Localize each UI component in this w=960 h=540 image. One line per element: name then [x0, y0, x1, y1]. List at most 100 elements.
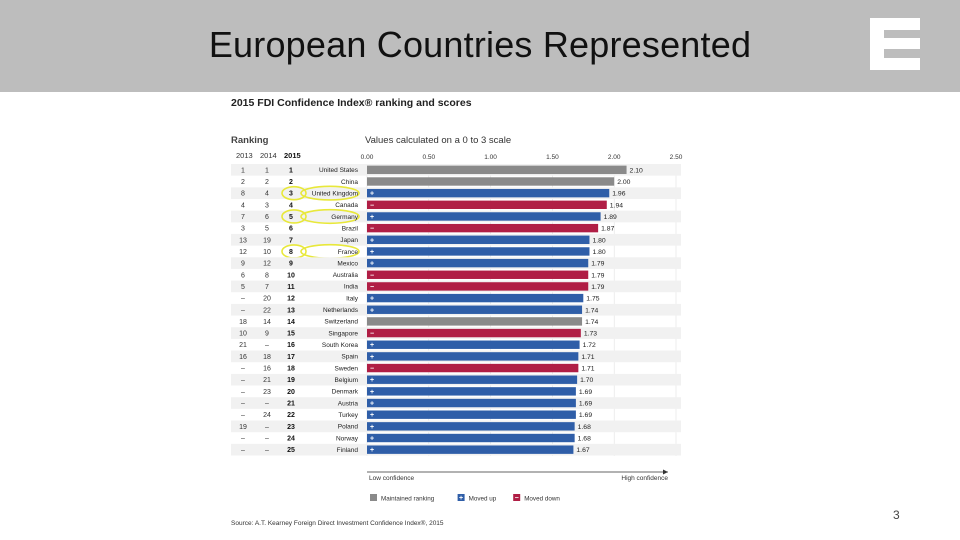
value-label: 1.87: [601, 226, 614, 233]
rank-2014: 4: [265, 191, 269, 198]
chart-legend: Maintained ranking + Moved up − Moved down: [370, 494, 560, 503]
rank-2014: 21: [263, 377, 271, 384]
country-label: Norway: [336, 435, 359, 442]
value-label: 1.74: [585, 307, 598, 314]
scale-subtitle: Values calculated on a 0 to 3 scale: [365, 135, 511, 146]
country-label: United States: [319, 167, 359, 174]
e-logo-icon: [870, 18, 920, 70]
rank-2014: –: [265, 447, 269, 454]
rank-2015: 5: [289, 214, 293, 221]
low-confidence-label: Low confidence: [369, 475, 415, 482]
country-label: Belgium: [335, 377, 358, 384]
value-label: 1.71: [581, 366, 594, 373]
value-label: 2.00: [617, 179, 630, 186]
value-label: 1.69: [579, 389, 592, 396]
rank-2013: 2: [241, 179, 245, 186]
rank-2014: 9: [265, 331, 269, 338]
rank-2015: 24: [287, 436, 295, 443]
status-symbol: +: [370, 424, 374, 431]
rank-2013: –: [241, 296, 245, 303]
rank-2014: –: [265, 424, 269, 431]
score-bar: [367, 433, 575, 443]
country-label: China: [341, 179, 358, 186]
rank-2013: 19: [239, 424, 247, 431]
country-label: United Kingdom: [312, 190, 358, 197]
value-label: 1.68: [578, 424, 591, 431]
country-label: Spain: [341, 354, 358, 361]
value-label: 1.89: [604, 214, 617, 221]
status-symbol: +: [370, 342, 374, 349]
value-label: 1.96: [612, 191, 625, 198]
rank-2013: 18: [239, 319, 247, 326]
status-symbol: +: [370, 447, 374, 454]
value-label: 1.94: [610, 202, 623, 209]
score-bar: [367, 235, 590, 244]
rank-2015: 19: [287, 377, 295, 384]
legend-symbol: −: [515, 495, 519, 502]
year-header-2014: 2014: [260, 151, 277, 160]
chart-title: 2015 FDI Confidence Index® ranking and s…: [231, 97, 472, 109]
value-label: 1.67: [576, 447, 589, 454]
rank-2014: 22: [263, 307, 271, 314]
rank-2013: –: [241, 366, 245, 373]
country-label: France: [338, 249, 359, 256]
rank-2014: 24: [263, 412, 271, 419]
country-label: Sweden: [335, 365, 359, 372]
value-label: 1.79: [591, 261, 604, 268]
rank-2015: 14: [287, 319, 295, 326]
country-label: Mexico: [337, 260, 358, 267]
value-label: 1.69: [579, 401, 592, 408]
confidence-arrow-icon: [663, 469, 668, 475]
rank-highlight-circle: [281, 185, 307, 201]
rank-2015: 11: [287, 284, 295, 291]
country-highlight-circle: [300, 208, 360, 225]
slide-number: 3: [893, 508, 900, 522]
country-label: Singapore: [328, 330, 358, 337]
value-label: 1.79: [591, 272, 604, 279]
rank-2014: 8: [265, 272, 269, 279]
status-symbol: −: [370, 366, 374, 373]
status-symbol: −: [370, 226, 374, 233]
status-symbol: +: [370, 412, 374, 419]
rank-2014: 23: [263, 389, 271, 396]
value-label: 1.80: [592, 249, 605, 256]
status-symbol: −: [370, 202, 374, 209]
country-label: Turkey: [338, 412, 358, 419]
score-bar: [367, 258, 589, 268]
rank-2014: 10: [263, 249, 271, 256]
rank-2013: –: [241, 436, 245, 443]
rank-2013: 16: [239, 354, 247, 361]
rank-2013: 21: [239, 342, 247, 349]
legend-label: Moved down: [524, 496, 560, 503]
rank-2014: 7: [265, 284, 269, 291]
year-header-2015: 2015: [284, 151, 301, 160]
rank-2014: 20: [263, 296, 271, 303]
rank-2013: 6: [241, 272, 245, 279]
chart-rows: 1 1 1 United States 2.102 2 2 China 2.008 4 3 Unite…: [231, 164, 681, 456]
status-symbol: +: [370, 389, 374, 396]
x-tick-label: 0.50: [422, 154, 435, 161]
status-symbol: +: [370, 436, 374, 443]
value-label: 1.80: [592, 237, 605, 244]
legend-swatch: [513, 494, 521, 501]
score-bar: [367, 317, 583, 326]
score-bar: [367, 200, 607, 210]
rank-2013: 1: [241, 167, 245, 174]
score-bar: [367, 375, 578, 384]
status-symbol: +: [370, 237, 374, 244]
value-label: 1.70: [580, 377, 593, 384]
score-bar: [367, 270, 589, 279]
value-label: 1.74: [585, 319, 598, 326]
rank-2013: –: [241, 401, 245, 408]
rank-2014: –: [265, 342, 269, 349]
x-tick-label: 1.50: [546, 154, 559, 161]
rank-2013: –: [241, 377, 245, 384]
score-bar: [367, 165, 627, 175]
status-symbol: +: [370, 377, 374, 384]
country-label: India: [344, 284, 358, 291]
score-bar: [367, 398, 576, 408]
country-label: South Korea: [322, 342, 359, 349]
score-bar: [367, 212, 601, 221]
rank-2015: 1: [289, 167, 293, 174]
rank-2015: 16: [287, 342, 295, 349]
